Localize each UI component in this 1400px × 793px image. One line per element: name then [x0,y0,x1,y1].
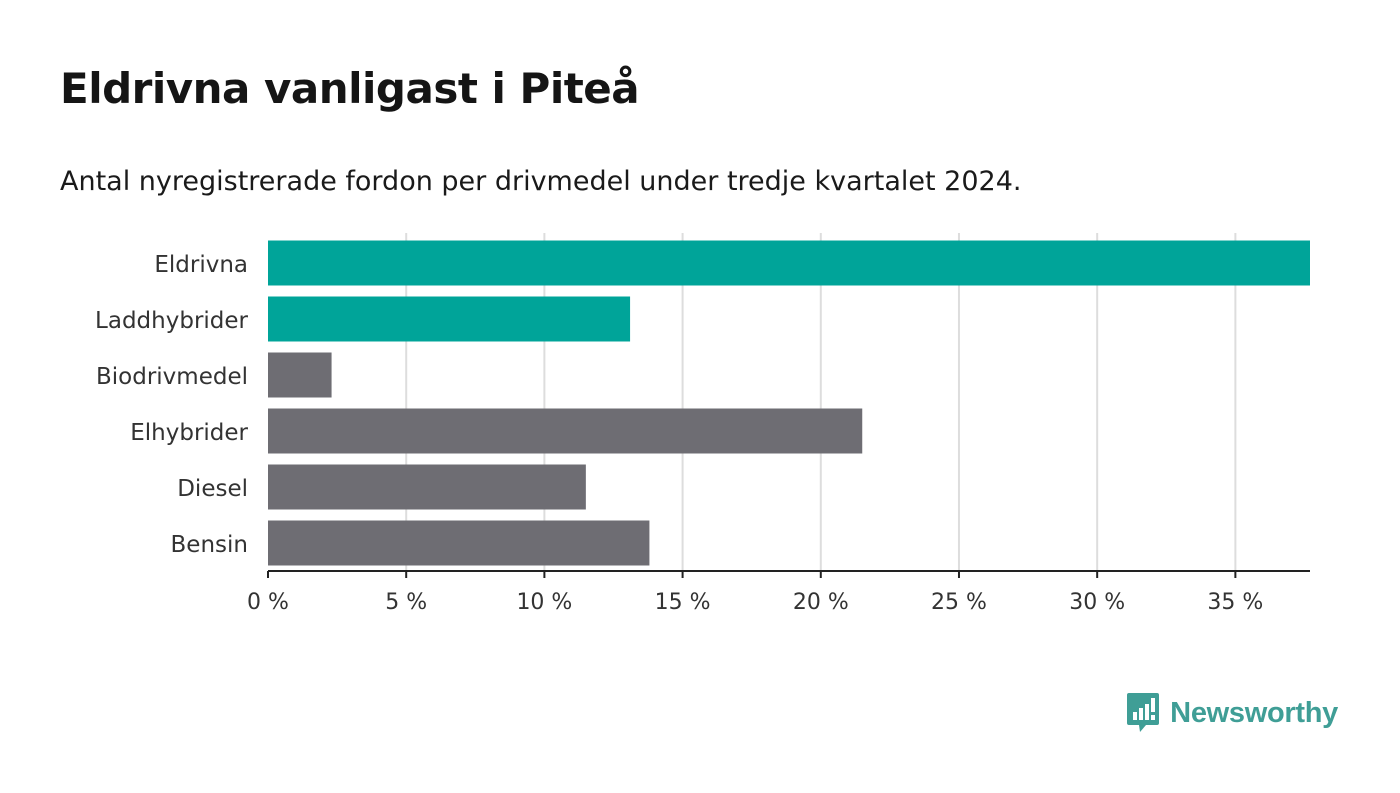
bar [268,408,863,454]
x-tick-label: 20 % [793,590,849,615]
x-tick-label: 25 % [931,590,987,615]
category-label: Laddhybrider [95,308,248,334]
x-tick-label: 15 % [655,590,711,615]
bar [268,240,1310,286]
category-label: Elhybrider [130,420,248,446]
newsworthy-logo-icon [1127,693,1160,732]
x-tick-label: 0 % [247,590,289,615]
category-label: Biodrivmedel [96,364,248,390]
brand-name: Newsworthy [1170,696,1338,729]
x-tick-label: 10 % [516,590,572,615]
x-tick-label: 30 % [1069,590,1125,615]
bar [268,296,631,342]
newsworthy-logo: Newsworthy [1126,692,1338,734]
category-label: Bensin [171,532,248,558]
category-label: Eldrivna [154,252,248,278]
bar [268,352,332,398]
category-label: Diesel [177,476,248,502]
chart-title: Eldrivna vanligast i Piteå [60,64,640,113]
bar [268,520,650,566]
x-tick-label: 5 % [385,590,427,615]
bar [268,464,586,510]
x-tick-label: 35 % [1207,590,1263,615]
chart-subtitle: Antal nyregistrerade fordon per drivmede… [60,166,1022,197]
